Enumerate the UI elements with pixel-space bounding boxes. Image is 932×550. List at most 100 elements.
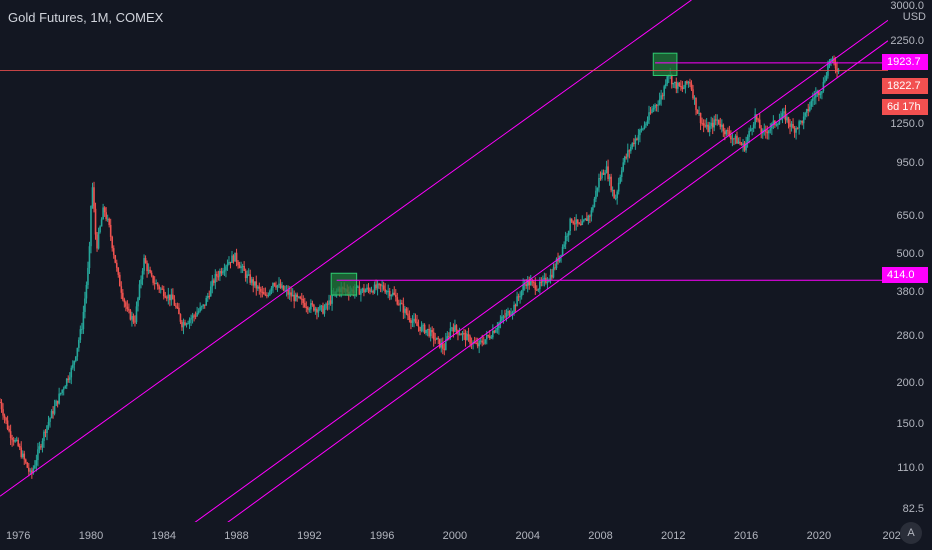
candle-body [749, 129, 752, 131]
candle-body [798, 121, 800, 129]
candle-body [200, 306, 203, 308]
candle-body [557, 258, 559, 262]
candle-body [417, 325, 420, 327]
candle-body [552, 267, 555, 278]
candle-body [628, 150, 631, 152]
candle-body [649, 112, 652, 114]
candle-body [525, 284, 527, 286]
candle-body [159, 288, 162, 290]
candle-body [740, 143, 743, 146]
candle-body [429, 329, 432, 337]
candle-body [619, 177, 622, 183]
candle-body [0, 402, 3, 410]
candle-body [652, 107, 655, 110]
candle-body [281, 285, 283, 288]
candle-body [646, 120, 649, 124]
candle-body [256, 286, 259, 289]
candle-body [175, 305, 177, 307]
candle-body [445, 339, 447, 350]
candle-body [789, 123, 791, 127]
candle-body [68, 377, 71, 380]
candle-body [802, 116, 805, 124]
candle-body [413, 318, 415, 321]
candle-body [319, 305, 321, 310]
candle-body [405, 308, 408, 314]
candle-body [310, 303, 312, 310]
candle-body [381, 285, 383, 287]
time-tick-label: 1988 [224, 530, 249, 542]
candle-body [244, 270, 247, 279]
candle-body [326, 303, 329, 305]
candle-body [65, 378, 68, 387]
candle-body [599, 178, 602, 180]
candle-body [461, 332, 464, 336]
candle-body [182, 322, 185, 328]
price-tick-label: 82.5 [902, 502, 924, 515]
candle-body [82, 311, 85, 330]
candle-body [297, 296, 300, 298]
candle-body [197, 311, 200, 313]
candle-body [719, 123, 722, 127]
candle-body [191, 315, 194, 319]
candle-body [575, 219, 578, 224]
candle-body [754, 114, 756, 125]
candle-body [572, 221, 574, 224]
candle-body [241, 265, 244, 267]
candle-body [484, 339, 487, 344]
candle-body [664, 83, 667, 87]
candle-body [402, 303, 405, 313]
candle-body [443, 348, 446, 350]
candle-body [831, 58, 834, 60]
candle-body [811, 98, 814, 101]
candle-body [601, 172, 603, 179]
candle-body [751, 128, 753, 130]
candle-body [17, 439, 19, 446]
candle-body [308, 309, 311, 311]
last-price-tag: 1822.7 [882, 78, 928, 94]
highlight-zone [330, 272, 358, 296]
candle-body [604, 172, 606, 175]
candle-body [32, 468, 35, 473]
candle-body [216, 274, 218, 277]
candle-body [382, 285, 385, 290]
candle-body [258, 286, 261, 289]
candle-body [645, 123, 647, 126]
candle-body [642, 128, 644, 130]
candle-body [188, 319, 191, 324]
candle-body [50, 411, 53, 419]
candle-body [387, 290, 389, 292]
candle-body [235, 252, 238, 262]
autoscale-button[interactable]: A [900, 522, 922, 544]
candle-body [187, 323, 189, 325]
candle-body [516, 296, 518, 307]
time-tick-label: 2000 [442, 530, 468, 542]
candle-body [181, 321, 183, 328]
candle-body [272, 282, 274, 288]
time-tick-label: 2020 [806, 530, 832, 542]
candle-body [140, 279, 142, 285]
candle-body [135, 306, 138, 323]
candle-body [366, 287, 368, 291]
candle-body [75, 356, 77, 361]
candle-body [213, 280, 215, 283]
candle-body [76, 347, 79, 357]
candle-body [452, 327, 455, 332]
candle-body [169, 294, 171, 301]
candle-body [360, 290, 362, 295]
candle-body [122, 292, 124, 300]
candle-body [690, 83, 693, 90]
candle-body [62, 388, 65, 390]
candle-body [805, 109, 808, 113]
candle-body [24, 459, 27, 463]
candle-body [184, 322, 186, 326]
highlight-zone [652, 52, 678, 76]
candle-body [592, 207, 594, 211]
candle-body [587, 215, 590, 222]
candle-body [655, 105, 658, 107]
candle-body [598, 178, 600, 188]
candle-body [595, 190, 597, 199]
candle-body [422, 324, 424, 326]
candle-body [179, 314, 182, 322]
candle-body [193, 315, 195, 317]
